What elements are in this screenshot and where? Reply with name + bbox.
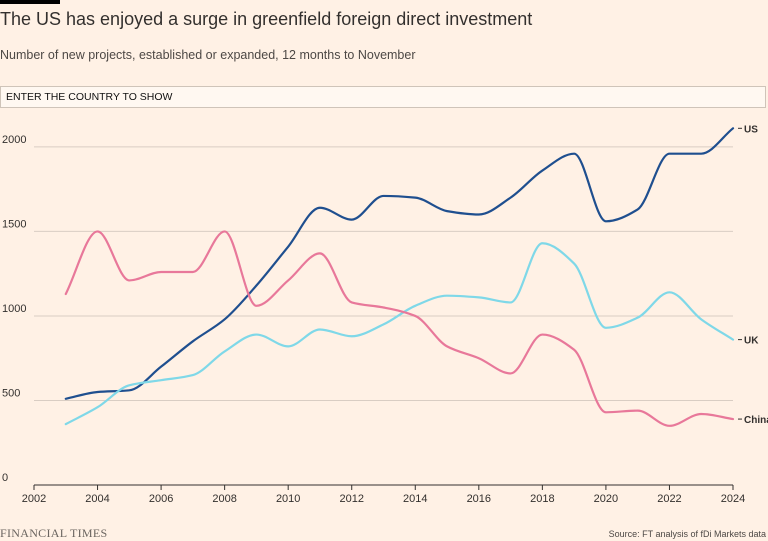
x-tick-label: 2018 xyxy=(530,493,554,505)
y-tick-label: 0 xyxy=(2,472,8,484)
series-line-china xyxy=(64,230,735,427)
series-label-uk: UK xyxy=(744,336,759,347)
x-tick-label: 2022 xyxy=(657,493,681,505)
x-tick-label: 2004 xyxy=(85,493,109,505)
x-tick-label: 2020 xyxy=(594,493,618,505)
x-tick-label: 2024 xyxy=(721,493,745,505)
country-search-input[interactable] xyxy=(0,86,766,108)
x-tick-label: 2002 xyxy=(22,493,46,505)
series-label-us: US xyxy=(744,124,758,135)
x-tick-label: 2012 xyxy=(339,493,363,505)
y-tick-label: 1500 xyxy=(2,218,26,230)
series-line-uk xyxy=(64,242,735,426)
y-tick-label: 500 xyxy=(2,387,20,399)
x-tick-label: 2014 xyxy=(403,493,427,505)
chart-subtitle: Number of new projects, established or e… xyxy=(0,48,416,62)
series-label-china: China xyxy=(744,415,768,426)
x-tick-label: 2010 xyxy=(276,493,300,505)
x-tick-label: 2016 xyxy=(467,493,491,505)
chart-title: The US has enjoyed a surge in greenfield… xyxy=(0,9,533,29)
x-tick-label: 2008 xyxy=(212,493,236,505)
series-line-us xyxy=(64,127,735,400)
x-tick-label: 2006 xyxy=(149,493,173,505)
y-tick-label: 2000 xyxy=(2,134,26,146)
source-note: Source: FT analysis of fDi Markets data xyxy=(608,529,766,539)
ft-brand-label: FINANCIAL TIMES xyxy=(0,526,108,540)
brand-top-bar xyxy=(0,0,60,4)
y-tick-label: 1000 xyxy=(2,303,26,315)
